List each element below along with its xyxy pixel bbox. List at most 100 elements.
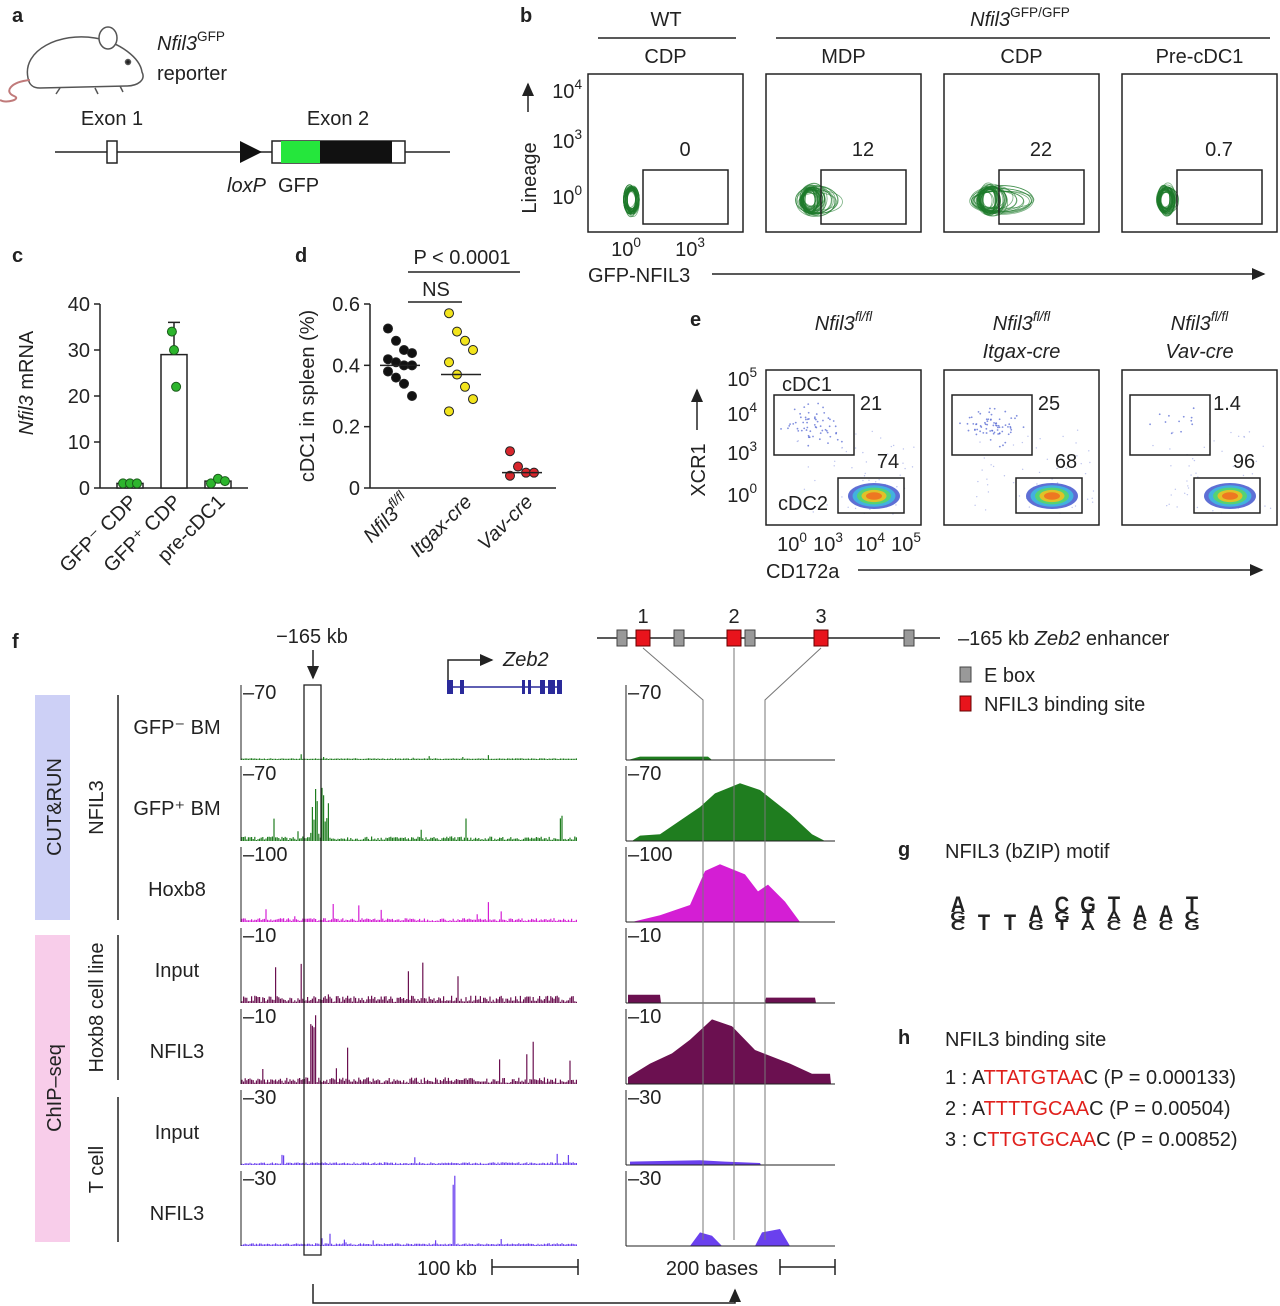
event xyxy=(1149,423,1151,426)
event xyxy=(814,416,816,419)
x-tick-label: Nfil3fl/fl xyxy=(357,487,417,547)
signal-track xyxy=(628,994,816,1003)
event xyxy=(1212,510,1214,512)
event xyxy=(788,424,791,427)
gate xyxy=(837,477,905,514)
point xyxy=(444,357,454,368)
binding-site-seq-part: C xyxy=(973,1129,987,1151)
signal-track xyxy=(241,1175,577,1246)
x-tick-label: 100 xyxy=(777,530,807,556)
motif-title: NFIL3 (bZIP) motif xyxy=(945,841,1110,863)
track-scale: –30 xyxy=(243,1087,276,1109)
event xyxy=(1001,430,1004,433)
legend-label: NFIL3 binding site xyxy=(984,694,1145,716)
motif-letter: A xyxy=(1159,902,1173,926)
track-label: Hoxb8 xyxy=(148,879,206,901)
track-label: NFIL3 xyxy=(150,1041,204,1063)
gate xyxy=(820,169,907,225)
event xyxy=(813,423,816,426)
point xyxy=(468,345,478,355)
binding-site-seq-part: C xyxy=(1089,1098,1109,1120)
event xyxy=(996,429,999,431)
gate-value: 1.4 xyxy=(1213,393,1241,415)
event xyxy=(1170,432,1173,435)
plot-title: Itgax-cre xyxy=(983,341,1061,363)
y-tick-label: 104 xyxy=(552,77,582,103)
event xyxy=(816,420,819,423)
event xyxy=(1084,472,1087,475)
event xyxy=(807,434,810,437)
exon xyxy=(522,680,525,694)
event xyxy=(822,419,824,422)
gate-value: 21 xyxy=(860,393,882,415)
event xyxy=(1056,467,1058,470)
event xyxy=(1022,426,1025,429)
zoom-bracket xyxy=(312,1284,741,1304)
event xyxy=(1001,426,1004,429)
event xyxy=(992,432,995,435)
event xyxy=(1007,425,1009,428)
reporter-label: reporter xyxy=(157,63,227,85)
y-tick-label: 100 xyxy=(727,481,757,507)
event xyxy=(800,429,803,432)
x-tick-label: 105 xyxy=(891,530,921,556)
signal-track xyxy=(628,756,712,760)
track-label: GFP⁻ BM xyxy=(133,717,220,739)
event xyxy=(1169,448,1171,450)
exon xyxy=(447,680,453,694)
event xyxy=(1232,465,1235,468)
event xyxy=(979,425,982,427)
assay-label: ChIP–seq xyxy=(44,1044,66,1132)
y-tick-label-part: 3 xyxy=(574,127,582,142)
gfp-cassette xyxy=(281,141,320,163)
legend-swatch xyxy=(959,695,972,712)
site-number: 2 xyxy=(728,606,739,628)
event xyxy=(855,433,857,435)
event xyxy=(806,426,809,429)
track-scale: –100 xyxy=(628,844,673,866)
x-tick-label-part: 3 xyxy=(835,530,843,545)
axis-label: CD172a xyxy=(766,561,840,583)
event xyxy=(1015,414,1018,417)
y-tick-label-part: 10 xyxy=(727,443,749,465)
ebox xyxy=(903,629,915,647)
point xyxy=(171,381,182,392)
event xyxy=(1170,465,1172,467)
group-label-part: Nfil3 xyxy=(970,9,1010,31)
plot-title: CDP xyxy=(644,46,686,68)
y-tick-label: 105 xyxy=(727,365,757,391)
axis-label: XCR1 xyxy=(688,443,710,496)
event xyxy=(1248,431,1251,433)
signal-track xyxy=(690,1229,790,1246)
event xyxy=(1012,481,1015,484)
point xyxy=(505,446,515,457)
event xyxy=(1174,488,1177,490)
event xyxy=(1158,413,1161,416)
event xyxy=(833,465,835,467)
event xyxy=(871,430,873,433)
event xyxy=(825,429,828,432)
event xyxy=(886,453,889,455)
event xyxy=(812,435,814,438)
event xyxy=(967,429,970,432)
event xyxy=(818,438,821,441)
x-tick-label: 103 xyxy=(813,530,843,556)
event xyxy=(997,433,1000,435)
site-guide xyxy=(642,647,704,1240)
event xyxy=(1190,416,1193,419)
event xyxy=(977,411,980,413)
event xyxy=(899,474,901,476)
event xyxy=(794,421,797,424)
event xyxy=(1091,497,1093,500)
event xyxy=(970,416,973,419)
event xyxy=(976,495,978,498)
x-tick-label: Itgax-cre xyxy=(406,491,477,562)
event xyxy=(823,412,826,414)
axis-label-part: Nfil3 xyxy=(16,395,38,435)
x-tick-label-part: 4 xyxy=(877,530,885,545)
event xyxy=(976,428,979,431)
event xyxy=(807,497,809,499)
enhancer-title: –165 kb Zeb2 enhancer xyxy=(958,628,1170,650)
plot-title-part: Nfil3 xyxy=(1171,313,1211,335)
y-tick-label-part: 4 xyxy=(749,400,757,415)
